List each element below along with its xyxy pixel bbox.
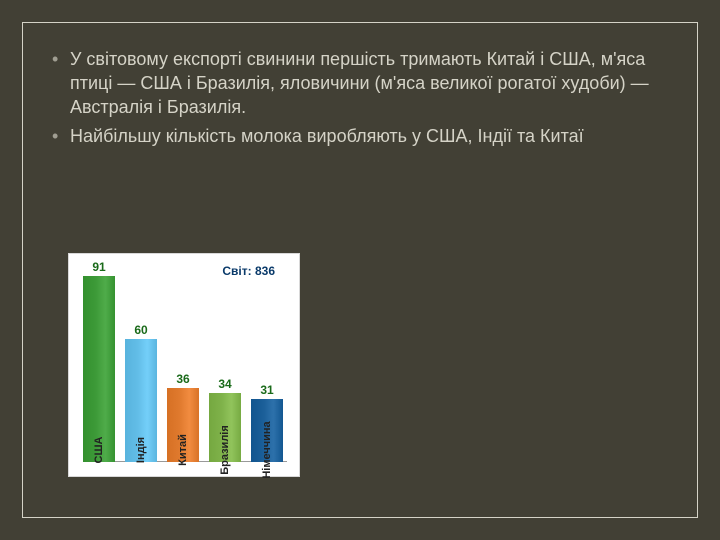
chart-bar: 34 Бразилія xyxy=(209,393,241,462)
bullet-text: У світовому експорті свинини першість тр… xyxy=(70,49,649,117)
chart-bar: 60 Індія xyxy=(125,339,157,462)
chart-bars: 91 США 60 Індія 36 Китай 34 Бразилія 31 … xyxy=(77,260,291,462)
chart-bar-body: Німеччина xyxy=(251,399,283,462)
chart-bar: 91 США xyxy=(83,276,115,462)
bullet-item: У світовому експорті свинини першість тр… xyxy=(52,48,668,119)
chart-bar-body: Бразилія xyxy=(209,393,241,462)
chart-bar-label: Німеччина xyxy=(261,421,273,478)
border-top xyxy=(22,22,698,23)
chart-bar: 31 Німеччина xyxy=(251,399,283,462)
chart-bar-body: США xyxy=(83,276,115,462)
bullet-list: У світовому експорті свинини першість тр… xyxy=(52,48,668,149)
bullet-text: Найбільшу кількість молока виробляють у … xyxy=(70,126,584,146)
chart-bar: 36 Китай xyxy=(167,388,199,462)
chart-plot-area: 91 США 60 Індія 36 Китай 34 Бразилія 31 … xyxy=(77,260,291,462)
chart-bar-body: Китай xyxy=(167,388,199,462)
chart-bar-label: США xyxy=(93,437,105,464)
border-left xyxy=(22,22,23,518)
bullet-item: Найбільшу кількість молока виробляють у … xyxy=(52,125,668,149)
border-bottom xyxy=(22,517,698,518)
chart-bar-label: Бразилія xyxy=(219,425,231,475)
milk-chart: Світ: 836 91 США 60 Індія 36 Китай 34 Бр… xyxy=(68,253,300,477)
chart-bar-label: Індія xyxy=(135,437,147,463)
chart-bar-label: Китай xyxy=(177,434,189,466)
slide: У світовому експорті свинини першість тр… xyxy=(0,0,720,540)
border-right xyxy=(697,22,698,518)
chart-bar-body: Індія xyxy=(125,339,157,462)
